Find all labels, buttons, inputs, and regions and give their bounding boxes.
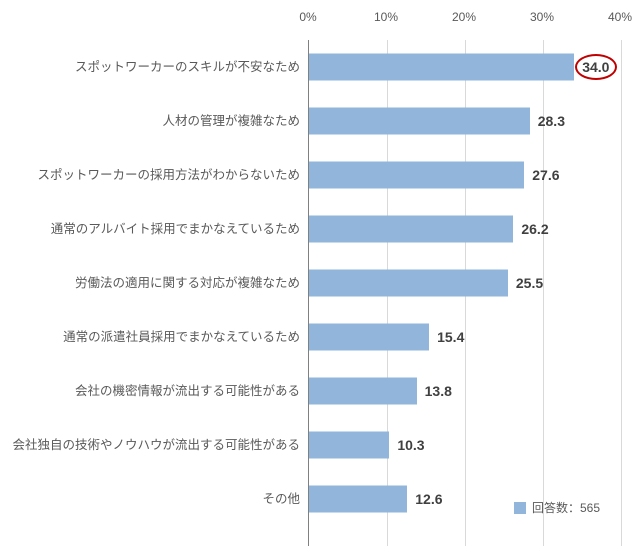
x-tick: 10%	[374, 10, 398, 24]
category-label: その他	[262, 491, 300, 507]
x-tick: 0%	[299, 10, 316, 24]
category-label: 会社の機密情報が流出する可能性がある	[75, 383, 300, 399]
bar	[309, 432, 389, 459]
bar-value: 26.2	[521, 221, 548, 237]
category-label: 会社独自の技術やノウハウが流出する可能性がある	[12, 437, 300, 453]
bar	[309, 162, 524, 189]
category-label: 通常の派遣社員採用でまかなえているため	[63, 329, 300, 345]
legend: 回答数：565	[514, 499, 600, 516]
category-label: スポットワーカーのスキルが不安なため	[75, 59, 300, 75]
x-tick: 20%	[452, 10, 476, 24]
bar	[309, 378, 417, 405]
category-label: 労働法の適用に関する対応が複雑なため	[75, 275, 300, 291]
bar	[309, 108, 530, 135]
x-axis: 0%10%20%30%40%	[308, 0, 620, 40]
plot-area: 34.0 28.3 27.6 26.2 25.5 15.4 13.8 10.3 12.6	[308, 40, 620, 546]
x-tick: 30%	[530, 10, 554, 24]
bar-chart: 0% 10% 20% 30% 40% 34.0 28.3 27.6 26.2 25.5 15.4 1…	[0, 0, 640, 556]
bar	[309, 270, 508, 297]
bar	[309, 54, 574, 81]
category-label: 通常のアルバイト採用でまかなえているため	[51, 221, 300, 237]
y-labels: スポットワーカーのスキルが不安なため人材の管理が複雑なためスポットワーカーの採用…	[0, 40, 300, 546]
bar-value: 13.8	[425, 383, 452, 399]
bar-value: 27.6	[532, 167, 559, 183]
legend-text: 回答数：565	[532, 499, 600, 516]
bar-value: 10.3	[397, 437, 424, 453]
bar-value: 28.3	[538, 113, 565, 129]
bar	[309, 216, 513, 243]
legend-swatch	[514, 502, 526, 514]
bar	[309, 324, 429, 351]
bar-value: 15.4	[437, 329, 464, 345]
category-label: スポットワーカーの採用方法がわからないため	[37, 167, 300, 183]
x-tick: 40%	[608, 10, 632, 24]
bar-value: 34.0	[582, 59, 609, 75]
gridline	[621, 40, 622, 546]
bar-value: 12.6	[415, 491, 442, 507]
bar	[309, 486, 407, 513]
category-label: 人材の管理が複雑なため	[162, 113, 300, 129]
bar-value: 25.5	[516, 275, 543, 291]
